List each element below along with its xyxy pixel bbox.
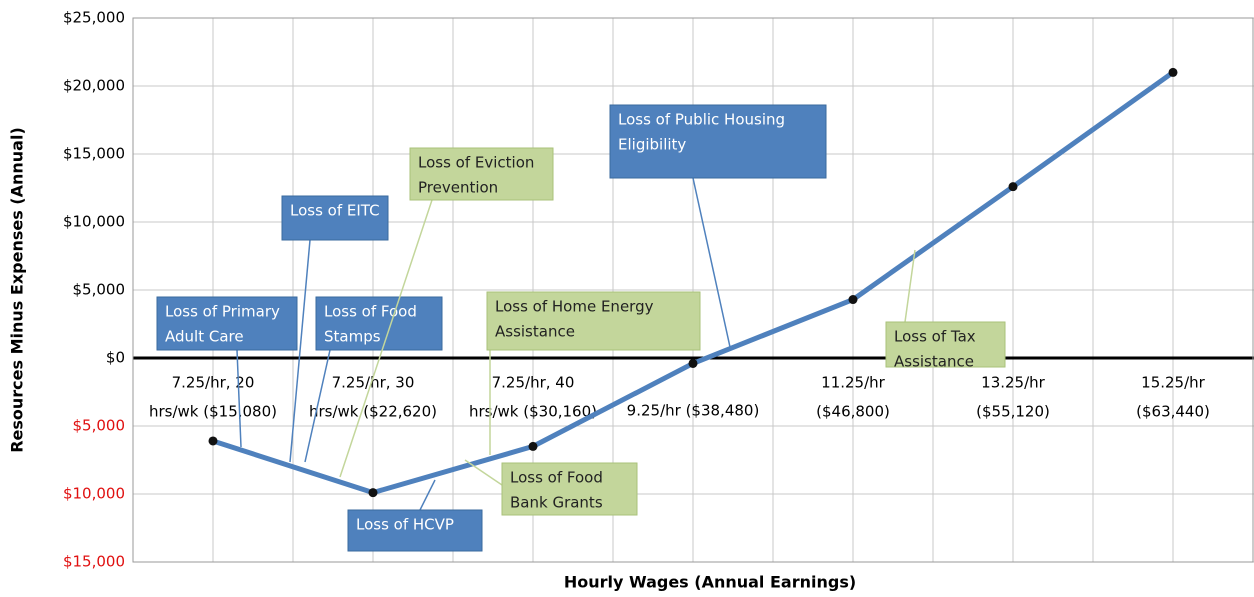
x-tick-label: ($55,120) xyxy=(976,403,1050,421)
data-point xyxy=(848,295,858,305)
annotation-box xyxy=(281,195,389,241)
annotation-leader xyxy=(236,349,242,448)
x-axis-label: Hourly Wages (Annual Earnings) xyxy=(564,573,856,592)
annotation-box xyxy=(347,509,483,552)
annotation-leader xyxy=(904,249,916,323)
y-tick-label: $5,000 xyxy=(73,281,126,299)
annotation-text: Loss of Food xyxy=(324,303,417,321)
data-point xyxy=(688,358,698,368)
annotation-leader xyxy=(289,239,311,463)
y-tick-label: $0 xyxy=(106,349,125,367)
y-tick-label: $10,000 xyxy=(63,485,125,503)
data-point xyxy=(1008,182,1018,192)
annotation-box xyxy=(501,462,638,516)
x-tick-label: 11.25/hr xyxy=(821,374,886,392)
annotation-text: Adult Care xyxy=(165,328,244,346)
annotation-text: Eligibility xyxy=(618,136,686,154)
annotation-text: Loss of EITC xyxy=(290,202,380,220)
data-point xyxy=(1168,67,1178,77)
annotation-leader xyxy=(339,199,433,478)
y-tick-label: $15,000 xyxy=(63,145,125,163)
annotation-leader xyxy=(419,479,436,511)
annotation-text: Prevention xyxy=(418,179,498,197)
annotation-text: Loss of Public Housing xyxy=(618,111,785,129)
annotation-box xyxy=(315,296,443,351)
plot-border xyxy=(132,17,1254,563)
annotation-box xyxy=(885,321,1006,368)
x-tick-label: hrs/wk ($30,160) xyxy=(469,403,597,421)
x-tick-label: 13.25/hr xyxy=(981,374,1046,392)
data-point xyxy=(208,436,218,446)
annotation-text: Loss of Eviction xyxy=(418,154,534,172)
annotation-leader xyxy=(692,177,731,348)
data-point xyxy=(368,488,378,498)
annotation-box xyxy=(609,104,827,179)
annotation-text: Stamps xyxy=(324,328,381,346)
y-tick-label: $10,000 xyxy=(63,213,125,231)
y-tick-label: $5,000 xyxy=(73,417,126,435)
y-axis-label: Resources Minus Expenses (Annual) xyxy=(8,127,27,453)
x-tick-label: 9.25/hr ($38,480) xyxy=(627,402,760,420)
x-tick-label: 7.25/hr, 20 xyxy=(172,374,255,392)
x-tick-label: ($46,800) xyxy=(816,403,890,421)
annotation-leader xyxy=(464,459,503,486)
annotation-box xyxy=(409,147,554,201)
x-tick-label: 7.25/hr, 30 xyxy=(332,374,415,392)
annotation-text: Loss of HCVP xyxy=(356,516,454,534)
data-point xyxy=(528,441,538,451)
annotation-text: Assistance xyxy=(495,323,575,341)
y-tick-label: $15,000 xyxy=(63,553,125,571)
annotation-text: Loss of Food xyxy=(510,469,603,487)
x-tick-label: 15.25/hr xyxy=(1141,374,1206,392)
x-tick-label: 7.25/hr, 40 xyxy=(492,374,575,392)
annotation-text: Bank Grants xyxy=(510,494,603,512)
annotation-text: Loss of Tax xyxy=(894,328,976,346)
x-tick-label: hrs/wk ($15,080) xyxy=(149,403,277,421)
x-tick-label: ($63,440) xyxy=(1136,403,1210,421)
annotation-text: Assistance xyxy=(894,353,974,371)
y-tick-label: $25,000 xyxy=(63,9,125,27)
annotation-text: Loss of Primary xyxy=(165,303,280,321)
y-tick-label: $20,000 xyxy=(63,77,125,95)
annotation-box xyxy=(486,291,701,351)
annotation-text: Loss of Home Energy xyxy=(495,298,654,316)
annotation-leader xyxy=(304,349,331,463)
annotation-box xyxy=(156,296,298,351)
x-tick-label: hrs/wk ($22,620) xyxy=(309,403,437,421)
